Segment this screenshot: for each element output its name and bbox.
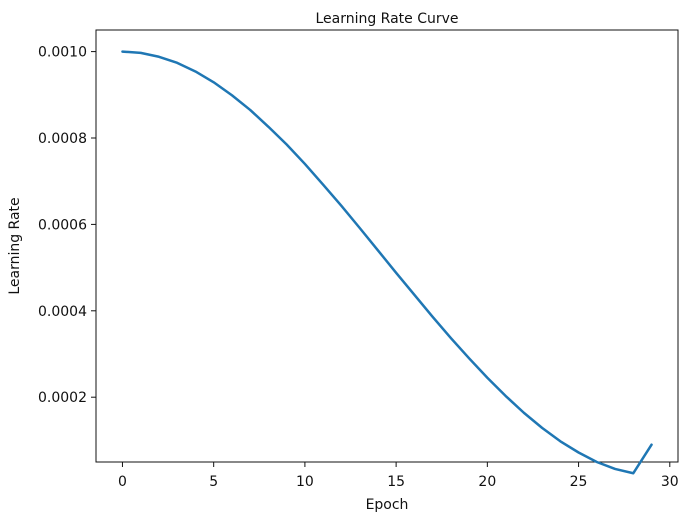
x-axis-label: Epoch [366,497,409,513]
plot-area [95,29,679,463]
x-tick-label: 30 [661,474,679,490]
x-tick-label: 15 [387,474,405,490]
y-tick-label: 0.0010 [38,45,87,61]
chart-title: Learning Rate Curve [315,11,458,27]
x-tick-label: 5 [209,474,218,490]
y-tick-label: 0.0002 [38,390,87,406]
x-tick-label: 25 [570,474,588,490]
x-tick-label: 20 [478,474,496,490]
y-axis-label: Learning Rate [7,197,23,294]
series-line [121,50,653,475]
y-tick-label: 0.0008 [38,131,87,147]
y-tick-label: 0.0004 [38,304,87,320]
x-tick-label: 0 [118,474,127,490]
y-tick-label: 0.0006 [38,217,87,233]
x-tick-label: 10 [296,474,314,490]
